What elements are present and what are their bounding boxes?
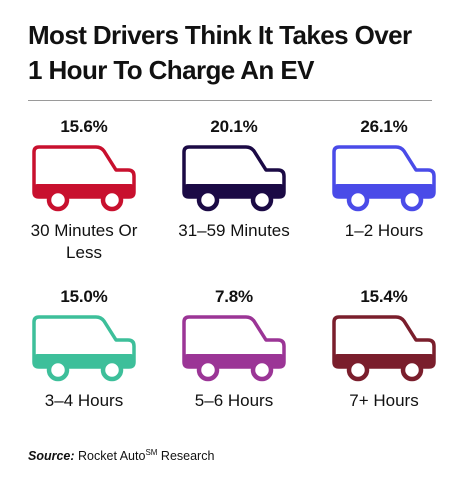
category-label: 3–4 Hours [44, 391, 124, 410]
category-cell: 7.8% 5–6 Hours [159, 286, 309, 412]
value-label: 20.1% [210, 117, 258, 136]
category-cell: 20.1% 31–59 Minutes [159, 116, 309, 242]
source-brand: Rocket Auto [78, 449, 146, 464]
value-label: 26.1% [360, 117, 408, 136]
category-cell: 15.6% 30 Minutes Or Less [9, 116, 159, 264]
category-label: 5–6 Hours [194, 391, 274, 410]
category-label: 30 Minutes Or Less [30, 221, 138, 262]
category-cell: 26.1% 1–2 Hours [309, 116, 459, 242]
value-label: 15.6% [60, 117, 108, 136]
truck-icon [32, 315, 136, 382]
value-label: 7.8% [215, 287, 253, 306]
truck-icon [32, 145, 136, 212]
rear-wheel [100, 188, 124, 212]
category-label: 1–2 Hours [344, 221, 424, 240]
value-label: 15.4% [360, 287, 408, 306]
category-label: 7+ Hours [349, 391, 419, 410]
chart-title-line-2: 1 Hour To Charge An EV [28, 55, 314, 85]
front-wheel [196, 358, 220, 382]
truck-icon [182, 315, 286, 382]
category-cell: 15.0% 3–4 Hours [9, 286, 159, 412]
truck-icon [332, 315, 436, 382]
front-wheel [46, 188, 70, 212]
truck-icon [332, 145, 436, 212]
rear-wheel [400, 188, 424, 212]
source-prefix: Source: [28, 449, 75, 464]
source-note: Source: Rocket AutoSM Research [28, 448, 214, 463]
value-label: 15.0% [60, 287, 108, 306]
front-wheel [196, 188, 220, 212]
rear-wheel [250, 358, 274, 382]
rear-wheel [400, 358, 424, 382]
chart-title-line-1: Most Drivers Think It Takes Over [28, 20, 412, 50]
chart-title: Most Drivers Think It Takes Over 1 Hour … [28, 18, 448, 88]
category-cell: 15.4% 7+ Hours [309, 286, 459, 412]
service-mark: SM [145, 448, 158, 457]
front-wheel [46, 358, 70, 382]
truck-icon [182, 145, 286, 212]
front-wheel [346, 358, 370, 382]
category-label: 31–59 Minutes [178, 221, 290, 240]
front-wheel [346, 188, 370, 212]
title-divider [28, 100, 432, 101]
source-suffix: Research [157, 449, 215, 464]
rear-wheel [100, 358, 124, 382]
rear-wheel [250, 188, 274, 212]
